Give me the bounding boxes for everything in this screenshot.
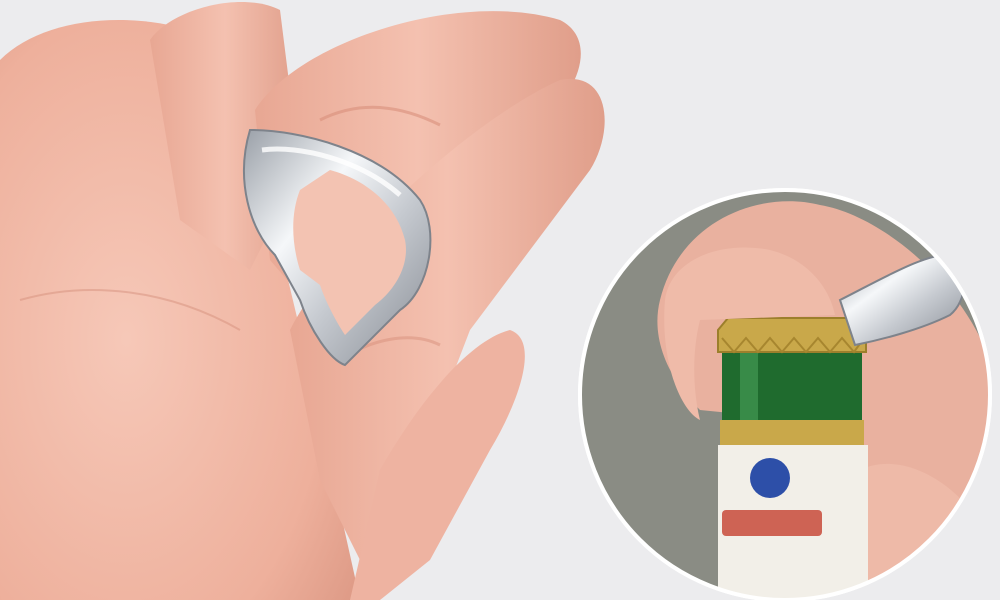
inset-border — [578, 188, 992, 600]
palm-line — [19, 289, 241, 331]
palm — [0, 20, 360, 600]
bottle-neck-highlight — [740, 350, 758, 430]
inset-photo — [578, 188, 992, 600]
ring-opening — [293, 170, 406, 335]
ring-bottle-opener — [243, 128, 432, 367]
ring-highlight — [261, 146, 402, 197]
bottle-collar — [720, 420, 864, 448]
hand — [0, 1, 605, 600]
label-banner — [722, 510, 822, 536]
cap-crimp — [721, 336, 865, 354]
little-finger — [350, 330, 525, 600]
knuckle-crease — [319, 105, 441, 127]
inset-finger — [664, 247, 835, 420]
beer-bottle — [717, 317, 868, 600]
bottle-cap — [717, 317, 867, 353]
label-logo — [750, 458, 790, 498]
ring-finger — [290, 78, 605, 560]
